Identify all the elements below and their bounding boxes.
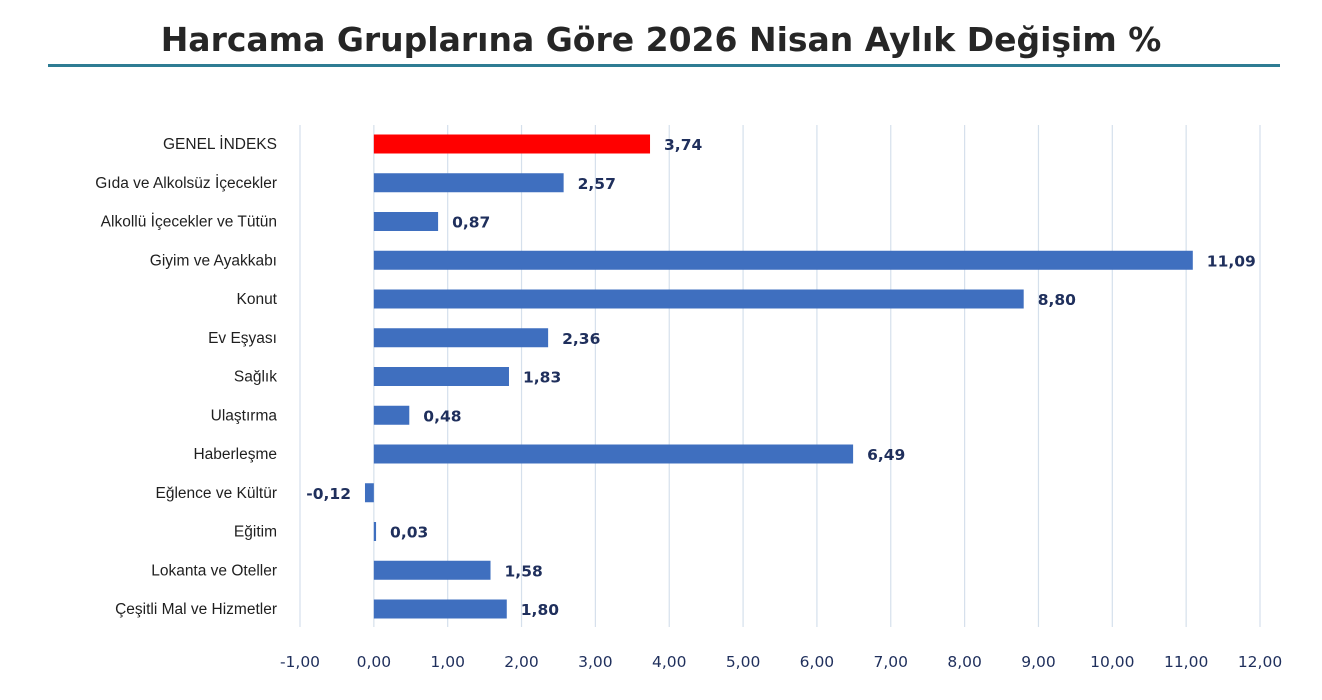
value-label: 2,57 [578,175,616,193]
bar [373,405,410,425]
bar [373,250,1193,270]
value-label: 6,49 [867,446,905,464]
bar [373,173,564,193]
value-label: 1,83 [523,369,561,387]
category-label: Ulaştırma [211,407,278,424]
value-label: 11,09 [1207,252,1256,270]
x-tick-label: 6,00 [800,653,835,671]
title-underline [48,64,1280,67]
value-label: 0,87 [452,214,490,232]
category-label: Haberleşme [193,446,277,463]
x-tick-label: 4,00 [652,653,687,671]
value-label: 0,03 [390,524,428,542]
category-label: Eğitim [234,524,277,541]
bar [373,367,509,386]
value-label: 1,80 [521,601,559,619]
x-tick-label: 9,00 [1021,653,1056,671]
bar [373,522,377,541]
x-tick-label: 5,00 [726,653,761,671]
x-tick-label: 10,00 [1090,653,1134,671]
x-tick-label: 11,00 [1164,653,1208,671]
x-tick-label: 2,00 [504,653,539,671]
category-labels: GENEL İNDEKS Gıda ve Alkolsüz İçecekler Al… [95,135,277,618]
category-label: Ev Eşyası [208,330,277,347]
bar [373,560,491,580]
value-label: -0,12 [306,485,351,503]
bar [364,483,374,503]
value-label: 2,36 [562,330,600,348]
x-tick-label: -1,00 [280,653,320,671]
x-tick-label: 7,00 [874,653,909,671]
bars [364,134,1193,619]
category-label: Eğlence ve Kültür [156,485,278,502]
category-label: Sağlık [234,369,277,386]
value-label: 1,58 [505,562,543,580]
x-tick-label: 12,00 [1238,653,1282,671]
category-label: GENEL İNDEKS [163,135,277,153]
value-label: 3,74 [664,136,702,154]
gridlines [299,125,1261,627]
chart-title: Harcama Gruplarına Göre 2026 Nisan Aylık… [160,20,1162,59]
x-tick-label: 8,00 [947,653,982,671]
category-label: Çeşitli Mal ve Hizmetler [115,601,277,618]
x-axis-ticks: -1,00 0,00 1,00 2,00 3,00 4,00 5,00 6,00 7,00 8,0… [280,653,1282,671]
bar [373,134,651,154]
bar [373,444,854,464]
bar [373,328,549,348]
category-label: Alkollü İçecekler ve Tütün [101,213,277,231]
bar [373,289,1024,309]
x-tick-label: 1,00 [430,653,465,671]
value-label: 8,80 [1038,291,1076,309]
category-label: Giyim ve Ayakkabı [150,252,277,269]
value-label: 0,48 [423,407,461,425]
x-tick-label: 0,00 [357,653,392,671]
bar [373,599,507,619]
category-label: Lokanta ve Oteller [151,562,277,579]
category-label: Gıda ve Alkolsüz İçecekler [95,174,277,192]
x-tick-label: 3,00 [578,653,613,671]
bar [373,212,439,231]
value-labels: 3,74 2,57 0,87 11,09 8,80 2,36 1,83 0,48 6,49 -0,… [306,136,1256,619]
category-label: Konut [236,291,277,308]
